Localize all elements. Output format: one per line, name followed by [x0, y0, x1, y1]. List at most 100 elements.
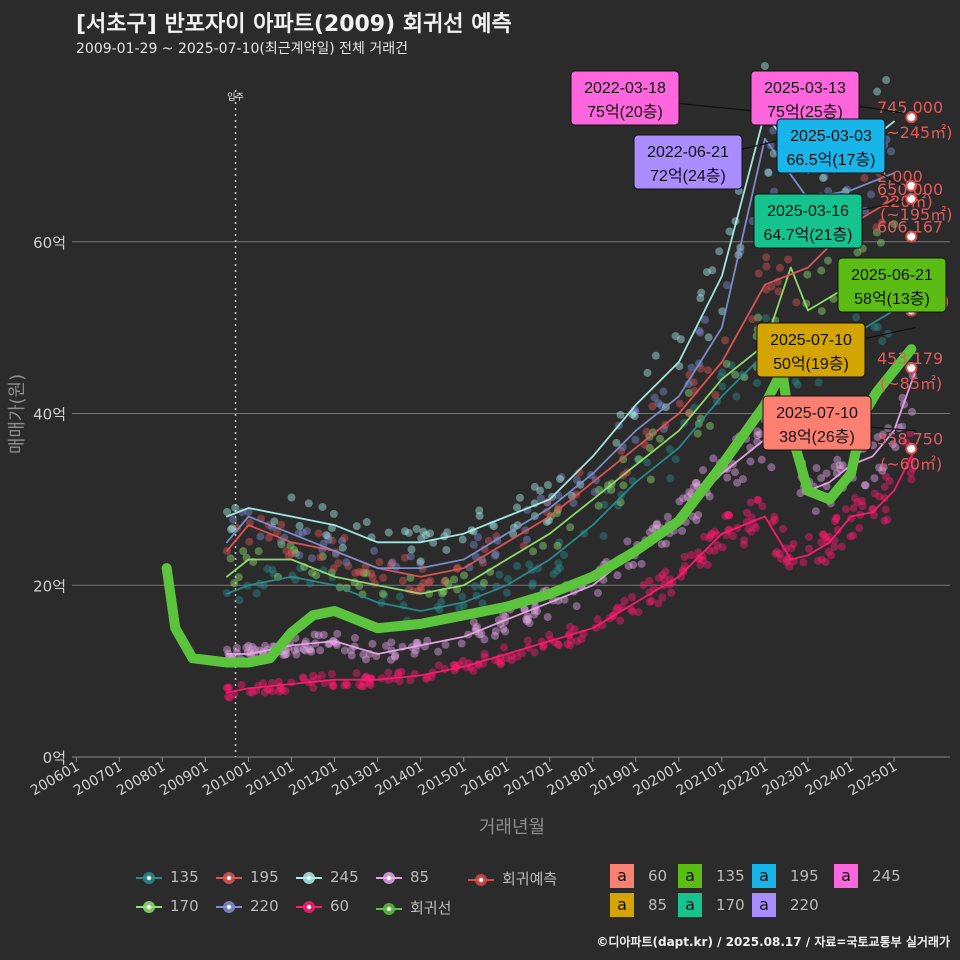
scatter-point	[281, 687, 290, 696]
scatter-point	[908, 464, 917, 473]
scatter-point	[647, 596, 656, 605]
scatter-point	[517, 649, 526, 658]
scatter-point	[706, 531, 715, 540]
scatter-point	[475, 511, 484, 520]
x-tick-label: 201801	[544, 759, 598, 800]
y-tick-label: 60억	[33, 234, 66, 252]
scatter-point	[725, 227, 734, 236]
scatter-point	[291, 549, 300, 558]
scatter-point	[764, 168, 773, 177]
scatter-point	[404, 528, 413, 537]
scatter-point	[721, 512, 730, 521]
scatter-point	[740, 540, 749, 549]
annotation-box	[837, 257, 947, 313]
scatter-point	[713, 541, 722, 550]
scatter-point	[434, 647, 443, 656]
scatter-point	[306, 645, 315, 654]
scatter-point	[536, 486, 545, 495]
prediction-value-label: 2,000	[877, 167, 923, 186]
scatter-point	[771, 549, 780, 558]
scatter-point	[316, 646, 325, 655]
scatter-point	[814, 378, 823, 387]
annotation-date: 2025-03-03	[790, 128, 872, 145]
scatter-point	[563, 640, 572, 649]
annotation-price: 75억(25층)	[767, 103, 843, 121]
scatter-point	[869, 511, 878, 520]
scatter-point	[333, 629, 342, 638]
scatter-point	[491, 550, 500, 559]
scatter-point	[411, 646, 420, 655]
scatter-point	[754, 496, 763, 505]
scatter-point	[525, 619, 534, 628]
scatter-point	[460, 571, 469, 580]
scatter-point	[281, 650, 290, 659]
scatter-point	[567, 636, 576, 645]
scatter-point	[417, 534, 426, 543]
scatter-point	[753, 431, 762, 440]
scatter-point	[708, 266, 717, 275]
scatter-point	[733, 478, 742, 487]
scatter-point	[642, 427, 651, 436]
scatter-point	[522, 615, 531, 624]
scatter-point	[557, 473, 566, 482]
scatter-point	[782, 544, 791, 553]
scatter-point	[645, 444, 654, 453]
prediction-value-label: 606,167	[877, 218, 943, 237]
scatter-point	[812, 464, 821, 473]
chart-title: [서초구] 반포자이 아파트(2009) 회귀선 예측	[76, 12, 512, 37]
scatter-point	[875, 492, 884, 501]
annotation-price: 50억(19층)	[773, 355, 849, 373]
scatter-point	[772, 548, 781, 557]
legend-swatch	[136, 900, 162, 913]
scatter-point	[301, 646, 310, 655]
scatter-point	[503, 575, 512, 584]
scatter-point	[502, 654, 511, 663]
scatter-point	[887, 147, 896, 156]
scatter-point	[530, 482, 539, 491]
scatter-point	[699, 466, 708, 475]
scatter-point	[787, 544, 796, 553]
scatter-point	[738, 475, 747, 484]
scatter-point	[390, 652, 399, 661]
scatter-point	[523, 636, 532, 645]
x-tick-label: 201101	[243, 759, 297, 800]
scatter-point	[718, 368, 727, 377]
scatter-point	[395, 592, 404, 601]
annotation-legend-key: a	[610, 893, 634, 917]
scatter-point	[554, 559, 563, 568]
scatter-point	[718, 543, 727, 552]
scatter-point	[338, 537, 347, 546]
scatter-point	[654, 599, 663, 608]
scatter-point	[654, 573, 663, 582]
scatter-point	[654, 399, 663, 408]
x-tick-label: 201401	[372, 759, 426, 800]
scatter-point	[643, 368, 652, 377]
annotation-legend-key: a	[678, 864, 702, 888]
scatter-point	[875, 463, 884, 472]
scatter-point	[352, 669, 361, 678]
annotation-legend-key: a	[678, 893, 702, 917]
annotation-date: 2025-06-21	[851, 267, 933, 284]
scatter-point	[555, 564, 564, 573]
scatter-point	[530, 610, 539, 619]
scatter-point	[634, 608, 643, 617]
scatter-point	[314, 631, 323, 640]
scatter-point	[299, 674, 308, 683]
scatter-point	[566, 622, 575, 631]
legend-item-220: 220	[216, 897, 279, 916]
scatter-point	[469, 666, 478, 675]
scatter-point	[319, 630, 328, 639]
scatter-point	[327, 670, 336, 679]
scatter-point	[355, 582, 364, 591]
scatter-point	[684, 388, 693, 397]
annotation-box	[570, 70, 680, 126]
annotation-date: 2025-03-13	[764, 80, 846, 97]
scatter-point	[693, 429, 702, 438]
scatter-point	[572, 602, 581, 611]
scatter-point	[671, 455, 680, 464]
scatter-point	[639, 580, 648, 589]
scatter-point	[366, 681, 375, 690]
annotation-price: 75억(20층)	[587, 103, 663, 121]
scatter-point	[846, 532, 855, 541]
scatter-point	[329, 509, 338, 518]
